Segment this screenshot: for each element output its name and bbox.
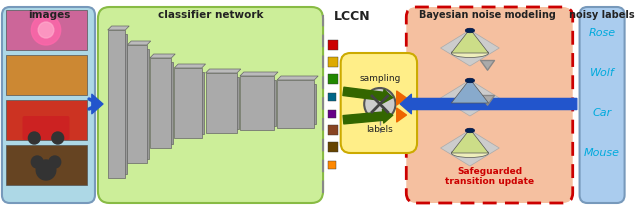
Bar [328,57,338,67]
Ellipse shape [451,48,488,57]
Polygon shape [440,30,499,66]
FancyBboxPatch shape [198,72,204,134]
FancyBboxPatch shape [143,49,149,159]
Bar [328,161,336,169]
FancyBboxPatch shape [127,45,147,163]
FancyBboxPatch shape [2,7,95,203]
FancyBboxPatch shape [22,116,70,140]
Text: sampling: sampling [359,74,401,83]
FancyArrowPatch shape [481,95,495,105]
Ellipse shape [31,65,61,85]
FancyBboxPatch shape [277,80,314,128]
Bar [328,125,338,135]
Text: LCCN: LCCN [334,10,371,23]
Text: Mouse: Mouse [584,148,620,158]
FancyBboxPatch shape [6,145,87,185]
FancyBboxPatch shape [233,77,239,129]
FancyArrowPatch shape [397,91,406,105]
FancyBboxPatch shape [122,34,127,174]
Polygon shape [440,80,499,116]
FancyBboxPatch shape [98,7,323,203]
Bar [328,142,338,152]
Polygon shape [205,69,241,73]
Circle shape [31,15,61,45]
Text: noisy labels: noisy labels [569,10,635,20]
Circle shape [49,156,61,168]
Polygon shape [440,130,499,166]
FancyArrowPatch shape [92,94,103,114]
FancyBboxPatch shape [340,53,417,153]
FancyBboxPatch shape [205,73,237,133]
FancyBboxPatch shape [108,30,125,178]
Ellipse shape [465,128,475,133]
Text: Wolf: Wolf [589,68,614,78]
Polygon shape [451,79,488,103]
FancyArrowPatch shape [400,94,577,114]
FancyArrowPatch shape [481,61,495,70]
Polygon shape [150,54,175,58]
Text: Rose: Rose [589,28,616,38]
FancyBboxPatch shape [240,76,274,130]
FancyBboxPatch shape [6,100,87,140]
FancyBboxPatch shape [580,7,625,203]
Bar [328,93,336,101]
FancyBboxPatch shape [406,7,573,203]
Circle shape [38,22,54,38]
FancyBboxPatch shape [310,84,316,124]
FancyBboxPatch shape [168,62,173,144]
Circle shape [28,132,40,144]
Polygon shape [174,64,205,68]
Text: Bayesian noise modeling: Bayesian noise modeling [419,10,556,20]
FancyBboxPatch shape [6,55,87,95]
Circle shape [31,156,43,168]
Polygon shape [127,41,151,45]
Circle shape [364,88,396,120]
Polygon shape [108,26,129,30]
Ellipse shape [465,28,475,33]
FancyArrowPatch shape [397,108,406,122]
Bar [328,74,338,84]
Ellipse shape [465,78,475,83]
Ellipse shape [451,99,488,108]
Circle shape [52,132,63,144]
Text: images: images [28,10,70,20]
Circle shape [36,160,56,180]
Bar [328,40,338,50]
FancyBboxPatch shape [174,68,202,138]
Text: Car: Car [593,108,612,118]
Text: classifier network: classifier network [157,10,263,20]
Bar [328,110,336,118]
Polygon shape [240,72,278,76]
Text: labels: labels [367,125,393,134]
Text: Safeguarded
transition update: Safeguarded transition update [445,167,534,186]
Polygon shape [451,29,488,53]
FancyBboxPatch shape [270,80,276,126]
Ellipse shape [451,149,488,157]
FancyArrowPatch shape [343,109,393,124]
Polygon shape [277,76,318,80]
FancyBboxPatch shape [6,10,87,50]
FancyBboxPatch shape [150,58,172,148]
FancyArrowPatch shape [343,87,393,103]
Polygon shape [451,129,488,153]
